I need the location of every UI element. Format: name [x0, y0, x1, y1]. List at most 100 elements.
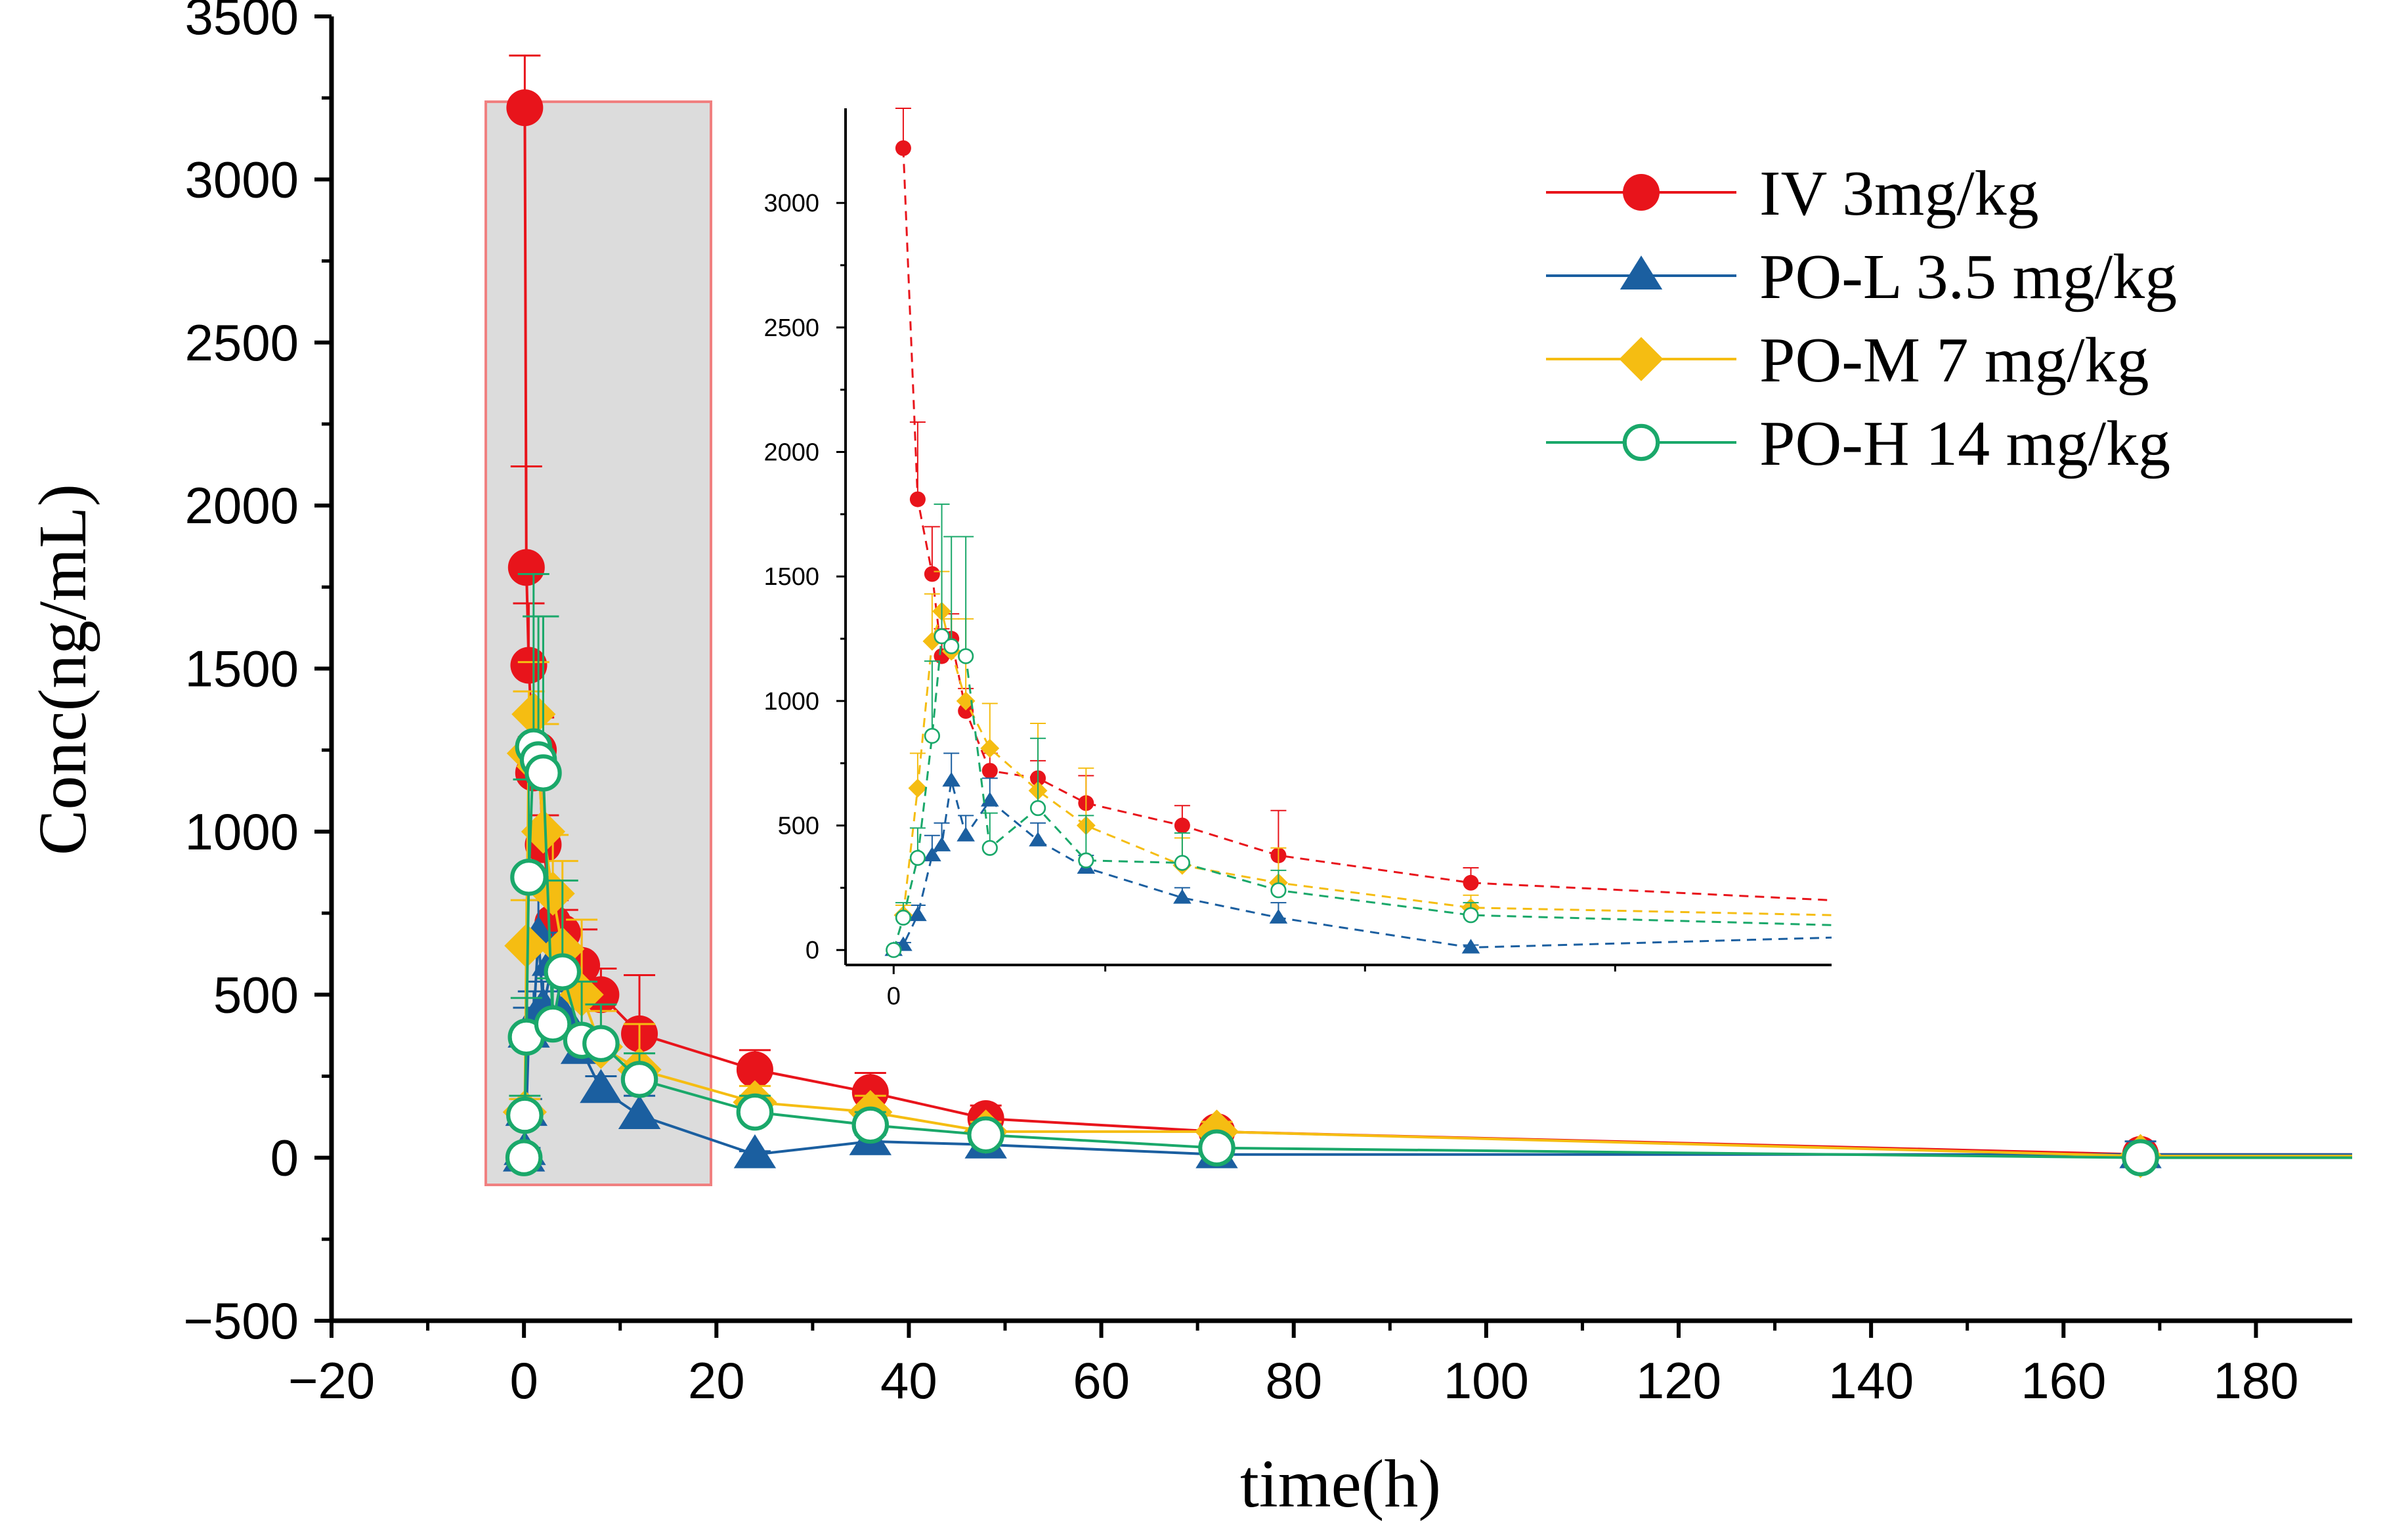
inset-data-point	[981, 792, 999, 807]
inset-data-point	[1463, 874, 1479, 891]
x-tick-label: 100	[1444, 1352, 1529, 1409]
inset-data-point	[922, 631, 942, 651]
y-tick-label: 3500	[184, 0, 299, 45]
inset-data-point	[909, 491, 926, 507]
y-tick-label: 1500	[184, 640, 299, 698]
inset-data-point	[934, 628, 950, 645]
legend: IV 3mg/kg PO-L 3.5 mg/kg PO-M 7 mg/kg PO-H …	[1546, 158, 2177, 479]
data-point	[736, 1051, 773, 1088]
inset-y-tick-label: 0	[806, 937, 819, 964]
inset-data-point	[886, 942, 902, 958]
x-tick-label: 0	[509, 1352, 538, 1409]
data-point	[582, 1025, 620, 1063]
inset-data-point	[924, 566, 940, 582]
inset-data-point	[1078, 852, 1094, 868]
data-point	[733, 1134, 777, 1168]
legend-item: PO-M 7 mg/kg	[1546, 325, 2149, 396]
inset-y-tick-label: 1000	[763, 688, 819, 716]
inset-axes	[836, 108, 1832, 974]
x-tick-label: 140	[1828, 1352, 1914, 1409]
legend-item: IV 3mg/kg	[1546, 158, 2039, 229]
y-axis-title: Conc(ng/mL)	[25, 484, 100, 855]
legend-marker	[1622, 423, 1660, 461]
data-point	[505, 1139, 543, 1176]
data-point	[506, 89, 544, 127]
x-axis-title: time(h)	[1240, 1446, 1441, 1522]
inset-data-point	[895, 909, 912, 926]
y-tick-label: 1000	[184, 803, 299, 861]
data-point	[618, 1095, 661, 1130]
data-point	[544, 953, 582, 991]
inset-series-po-l-3-5-mg-kg	[884, 752, 1832, 956]
inset-data-point	[1174, 817, 1190, 834]
x-tick-label: 80	[1265, 1352, 1322, 1409]
legend-label: PO-L 3.5 mg/kg	[1759, 242, 2177, 312]
y-tick-label: 500	[213, 966, 299, 1023]
inset-data-point	[981, 763, 998, 779]
legend-item: PO-H 14 mg/kg	[1546, 408, 2170, 479]
x-tick-label: 20	[688, 1352, 745, 1409]
y-tick-label: 2500	[184, 314, 299, 372]
inset-data-point	[958, 648, 974, 664]
y-tick-label: 3000	[184, 150, 299, 208]
inset-data-point	[1029, 800, 1046, 817]
data-point	[534, 1005, 572, 1043]
x-tick-label: 160	[2021, 1352, 2106, 1409]
inset-data-point	[1029, 832, 1047, 847]
inset-data-point	[1463, 907, 1479, 924]
y-tick-label: 2000	[184, 477, 299, 534]
inset-y-tick-label: 1500	[763, 563, 819, 591]
data-point	[504, 924, 549, 968]
data-point	[507, 549, 545, 586]
series-po-h-14-mg-kg	[505, 572, 2352, 1176]
inset-data-point	[924, 727, 941, 744]
data-point	[510, 859, 548, 896]
inset-data-point	[932, 836, 951, 851]
inset-series-po-h-14-mg-kg	[886, 503, 1832, 958]
inset-data-point	[956, 691, 976, 711]
inset-series	[884, 108, 1832, 958]
inset-data-point	[981, 840, 998, 856]
data-point	[2122, 1139, 2159, 1176]
legend-marker	[1620, 255, 1663, 289]
data-point	[736, 1093, 774, 1131]
data-point	[510, 647, 548, 684]
inset-x-tick-label: 0	[887, 983, 901, 1010]
x-tick-label: 120	[1636, 1352, 1721, 1409]
data-point	[506, 1096, 544, 1134]
inset-data-point	[943, 638, 960, 654]
legend-label: PO-M 7 mg/kg	[1759, 325, 2149, 396]
data-point	[1198, 1129, 1235, 1167]
inset-data-point	[909, 849, 926, 866]
legend-label: IV 3mg/kg	[1759, 158, 2039, 229]
y-tick-label: 0	[270, 1129, 299, 1187]
legend-label: PO-H 14 mg/kg	[1759, 408, 2170, 479]
data-point	[620, 1061, 658, 1098]
main-series	[502, 54, 2352, 1178]
series-line	[523, 746, 2352, 1159]
inset-data-point	[909, 906, 927, 922]
inset-data-point	[895, 140, 911, 156]
inset-tick-labels: 0 500 1000 1500 2000 2500 3000 0	[763, 190, 900, 1010]
inset-data-point	[1174, 855, 1190, 871]
x-tick-label: −20	[288, 1352, 375, 1409]
inset-y-tick-label: 2000	[763, 439, 819, 467]
data-point	[967, 1116, 1004, 1154]
data-point	[521, 809, 566, 854]
x-tick-label: 40	[880, 1352, 937, 1409]
inset-data-point	[1269, 909, 1288, 924]
legend-marker	[1623, 174, 1660, 211]
x-tick-label: 180	[2213, 1352, 2298, 1409]
inset-data-point	[1173, 889, 1192, 904]
inset-y-tick-label: 500	[778, 813, 819, 840]
legend-marker	[1619, 337, 1664, 381]
main-tick-labels: −20 0 20 40 60 80 100 120 140 160 180 −500 0 500 1000 1…	[183, 0, 2298, 1409]
data-point	[525, 754, 562, 792]
inset-y-tick-label: 2500	[763, 314, 819, 342]
inset-y-tick-label: 3000	[763, 190, 819, 217]
inset-data-point	[1270, 882, 1287, 899]
legend-item: PO-L 3.5 mg/kg	[1546, 242, 2177, 312]
data-point	[580, 1069, 622, 1103]
inset-data-point	[958, 703, 974, 719]
